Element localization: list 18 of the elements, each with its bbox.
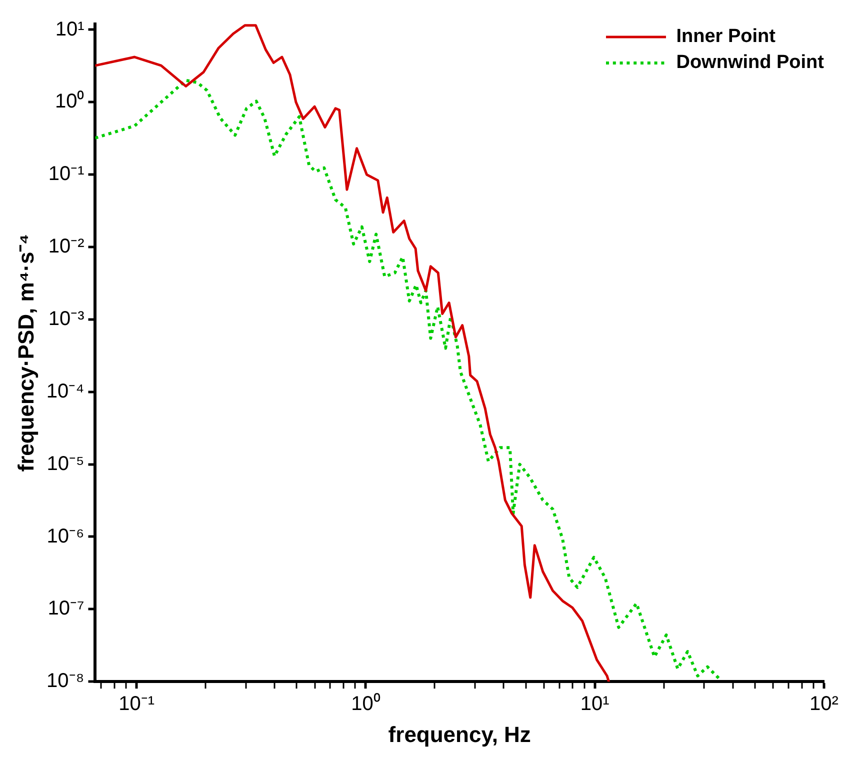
legend-label: Inner Point [676, 26, 776, 48]
y-tick-label: 10⁻¹ [48, 163, 85, 186]
y-tick-label: 10⁻² [48, 236, 85, 258]
y-tick-label: 10¹ [55, 18, 85, 40]
y-tick-label: 10⁰ [54, 90, 84, 113]
y-axis-title: frequency·PSD, m⁴·s⁻⁴ [13, 234, 38, 472]
y-tick-label: 10⁻⁸ [46, 670, 84, 692]
x-tick-label: 10¹ [580, 693, 610, 716]
x-tick-label: 10⁻¹ [118, 693, 155, 716]
y-tick-label: 10⁻⁷ [48, 598, 84, 620]
y-tick-label: 10⁻⁴ [46, 380, 84, 402]
y-tick-label: 10⁻⁵ [46, 452, 84, 475]
y-tick-label: 10⁻³ [48, 308, 85, 330]
x-tick-label: 10² [810, 693, 839, 716]
legend-label: Downwind Point [676, 52, 824, 74]
x-tick-label: 10⁰ [351, 692, 380, 716]
x-axis-title: frequency, Hz [388, 722, 531, 747]
y-tick-label: 10⁻⁶ [46, 525, 84, 548]
